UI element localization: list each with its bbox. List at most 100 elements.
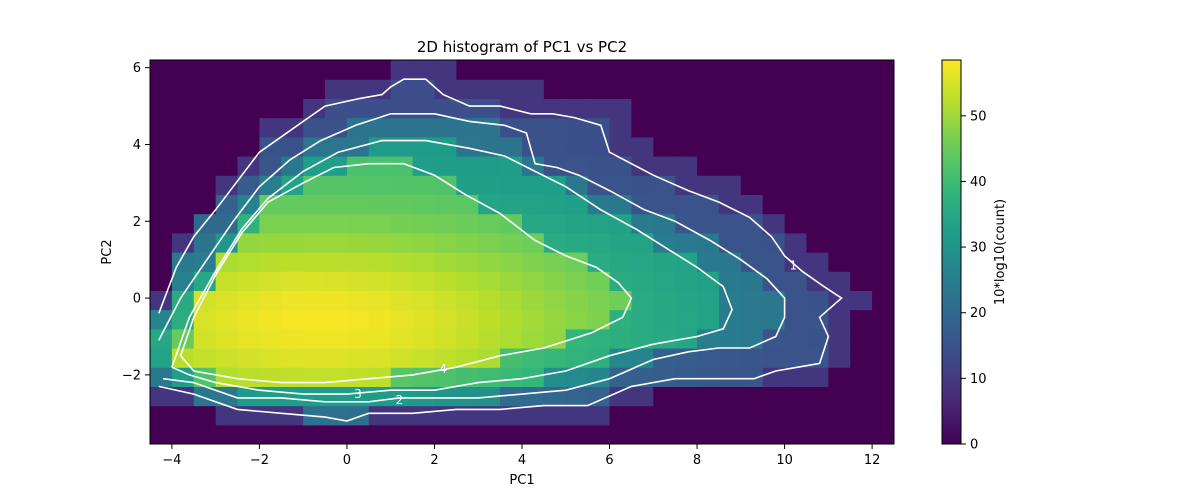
x-tick-label: 10 (776, 453, 793, 468)
heatmap-cell (609, 136, 633, 157)
heatmap-cell (303, 175, 326, 195)
heatmap-cell (872, 232, 894, 253)
heatmap-cell (762, 194, 786, 215)
heatmap-cell (718, 98, 742, 119)
heatmap-cell (565, 194, 589, 215)
heatmap-cell (784, 79, 808, 99)
heatmap-cell (740, 328, 764, 349)
heatmap-cell (281, 290, 304, 311)
heatmap-cell (740, 271, 764, 291)
heatmap-cell (697, 232, 720, 253)
heatmap-cell (390, 252, 414, 272)
heatmap-cell (828, 136, 851, 157)
heatmap-cell (784, 405, 808, 426)
heatmap-cell (346, 175, 370, 195)
heatmap-cell (434, 424, 457, 444)
heatmap-cell (828, 328, 851, 349)
heatmap-cell (806, 156, 829, 176)
heatmap-cell (522, 271, 545, 291)
heatmap-cell (565, 232, 589, 253)
heatmap-cell (390, 79, 414, 99)
heatmap-cell (828, 271, 851, 291)
heatmap-cell (434, 271, 457, 291)
heatmap-cell (215, 60, 239, 80)
heatmap-cell (303, 424, 326, 444)
heatmap-cell (828, 309, 851, 330)
colorbar (941, 59, 962, 445)
heatmap-cell (259, 232, 282, 253)
heatmap-cell (806, 79, 829, 99)
heatmap-cell (325, 213, 348, 234)
heatmap-cell (193, 232, 217, 253)
heatmap-cell (828, 424, 851, 444)
heatmap-cell (325, 348, 348, 368)
heatmap-cell (390, 309, 414, 330)
heatmap-cell (718, 175, 742, 195)
heatmap-cell (543, 60, 567, 80)
heatmap-cell (193, 328, 217, 349)
heatmap-cell (346, 309, 370, 330)
heatmap-cell (325, 367, 348, 387)
heatmap-cell (390, 98, 414, 119)
heatmap-cell (237, 136, 261, 157)
heatmap-cell (631, 213, 654, 234)
heatmap-cell (762, 79, 786, 99)
heatmap-cell (368, 348, 392, 368)
heatmap-cell (806, 290, 829, 311)
heatmap-cell (850, 271, 873, 291)
heatmap-cell (193, 290, 217, 311)
heatmap-cell (609, 271, 633, 291)
heatmap-cell (193, 424, 217, 444)
contour-line-4 (179, 162, 633, 384)
heatmap-cell (718, 252, 742, 272)
heatmap-cell (872, 194, 894, 215)
heatmap-cell (478, 367, 501, 387)
heatmap-cell (784, 309, 808, 330)
heatmap-cell (456, 405, 479, 426)
heatmap-cell (456, 79, 479, 99)
heatmap-cell (543, 367, 567, 387)
heatmap-cell (237, 367, 261, 387)
heatmap-cell (565, 290, 589, 311)
heatmap-cell (784, 60, 808, 80)
heatmap-cell (259, 98, 282, 119)
heatmap-cell (631, 309, 654, 330)
heatmap-cell (806, 98, 829, 119)
x-tick-label: 8 (693, 453, 701, 468)
heatmap-cell (478, 424, 501, 444)
heatmap-cell (259, 194, 282, 215)
heatmap-cell (390, 194, 414, 215)
heatmap-cell (587, 98, 611, 119)
heatmap-cell (171, 405, 195, 426)
heatmap-cell (456, 271, 479, 291)
heatmap-cell (150, 194, 173, 215)
heatmap-cell (653, 232, 676, 253)
heatmap-cell (303, 386, 326, 407)
heatmap-cell (850, 156, 873, 176)
heatmap-cell (390, 405, 414, 426)
heatmap-cell (740, 98, 764, 119)
heatmap-cell (565, 348, 589, 368)
heatmap-cell (762, 60, 786, 80)
heatmap-cell (587, 136, 611, 157)
heatmap-cell (762, 175, 786, 195)
heatmap-cell (675, 232, 698, 253)
heatmap-cell (543, 156, 567, 176)
heatmap-cell (237, 405, 261, 426)
heatmap-cell (872, 156, 894, 176)
heatmap-cell (500, 405, 523, 426)
heatmap-cell (346, 79, 370, 99)
heatmap-cell (609, 424, 633, 444)
heatmap-cell (850, 309, 873, 330)
heatmap-cell (762, 348, 786, 368)
heatmap-cell (368, 194, 392, 215)
heatmap-cell (171, 156, 195, 176)
colorbar-tick-label: 40 (970, 175, 987, 190)
heatmap-cell (587, 405, 611, 426)
heatmap-cell (522, 213, 545, 234)
colorbar-tick-label: 20 (970, 306, 987, 321)
heatmap-cell (193, 386, 217, 407)
heatmap-cell (718, 60, 742, 80)
heatmap-cell (543, 290, 567, 311)
heatmap-cell (850, 367, 873, 387)
